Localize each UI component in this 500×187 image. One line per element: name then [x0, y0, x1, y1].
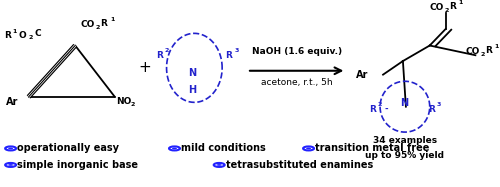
Text: CO: CO [430, 3, 444, 12]
Circle shape [169, 146, 180, 150]
Text: CO: CO [80, 20, 94, 29]
Circle shape [214, 163, 224, 167]
Text: 2: 2 [95, 24, 100, 30]
Text: simple inorganic base: simple inorganic base [17, 160, 138, 170]
Text: +: + [138, 60, 151, 75]
Text: 3: 3 [436, 102, 441, 107]
Text: H: H [188, 85, 196, 95]
Text: -: - [384, 105, 388, 114]
Text: 1: 1 [12, 29, 17, 34]
Text: NaOH (1.6 equiv.): NaOH (1.6 equiv.) [252, 47, 342, 56]
Circle shape [8, 164, 13, 166]
Text: CO: CO [466, 47, 480, 56]
Text: C: C [34, 29, 41, 38]
Circle shape [303, 146, 314, 150]
Circle shape [306, 148, 311, 149]
Text: R: R [156, 51, 162, 60]
Text: transition metal free: transition metal free [315, 143, 430, 154]
Circle shape [5, 163, 16, 167]
Text: 2: 2 [444, 8, 449, 13]
Text: 2: 2 [480, 52, 484, 57]
Text: R: R [369, 105, 376, 114]
Text: O: O [18, 31, 26, 40]
Text: R: R [450, 2, 456, 11]
Text: 2: 2 [28, 35, 33, 40]
Text: 3: 3 [235, 48, 240, 53]
Text: tetrasubstituted enamines: tetrasubstituted enamines [226, 160, 373, 170]
Text: R: R [100, 19, 107, 28]
Circle shape [5, 146, 16, 150]
Text: R: R [486, 46, 492, 55]
Text: up to 95% yield: up to 95% yield [366, 151, 444, 160]
Text: Ar: Ar [356, 70, 368, 80]
Circle shape [172, 148, 177, 149]
Text: 2: 2 [377, 102, 382, 107]
Text: N: N [400, 98, 408, 108]
Text: Ar: Ar [6, 97, 18, 107]
Text: 2: 2 [131, 102, 135, 107]
Text: R: R [225, 51, 232, 60]
Text: R: R [428, 105, 434, 114]
Text: mild conditions: mild conditions [181, 143, 266, 154]
Text: 34 examples: 34 examples [373, 136, 437, 145]
Text: N: N [188, 68, 196, 78]
Text: NO: NO [116, 97, 132, 106]
Text: 2: 2 [164, 48, 169, 53]
Text: 1: 1 [110, 17, 114, 22]
Text: 1: 1 [458, 0, 463, 5]
Circle shape [8, 148, 13, 149]
Text: operationally easy: operationally easy [17, 143, 119, 154]
Text: acetone, r.t., 5h: acetone, r.t., 5h [261, 78, 332, 87]
Text: R: R [4, 31, 10, 40]
Circle shape [216, 164, 222, 166]
Text: 1: 1 [494, 44, 498, 49]
